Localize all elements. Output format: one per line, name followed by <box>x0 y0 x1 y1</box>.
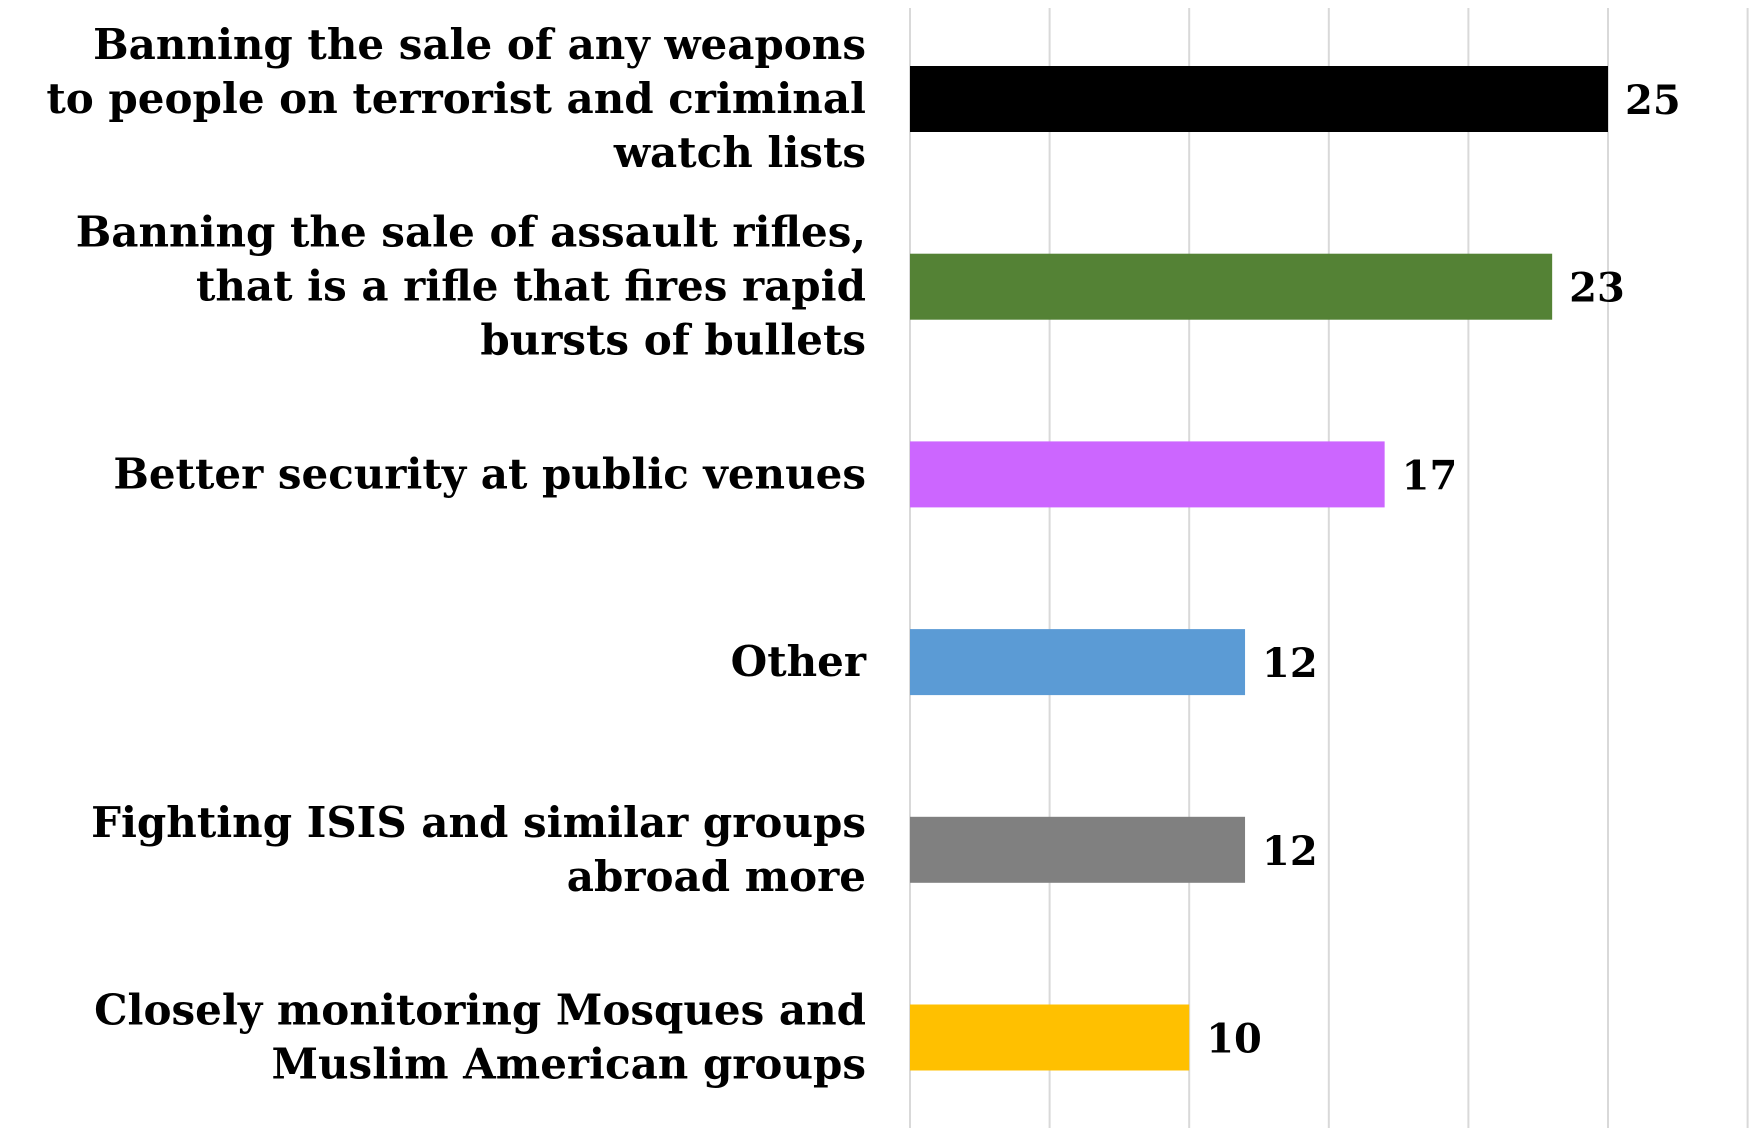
value-labels: 25 23 17 12 12 10 <box>1206 77 1680 1063</box>
bar-6 <box>910 1004 1190 1071</box>
category-label-line: Closely monitoring Mosques and <box>94 986 866 1035</box>
category-label-1: Banning the sale of any weapons to people… <box>46 20 866 177</box>
category-label-3: Better security at public venues <box>113 449 866 498</box>
category-label-line: Banning the sale of any weapons <box>93 20 866 69</box>
category-label-line: Banning the sale of assault rifles, <box>76 208 866 257</box>
value-label-3: 17 <box>1402 452 1458 499</box>
category-label-line: bursts of bullets <box>480 316 866 365</box>
category-label-line: that is a rifle that fires rapid <box>196 262 866 311</box>
category-label-line: Muslim American groups <box>272 1040 866 1089</box>
bar-4 <box>910 629 1246 696</box>
category-label-line: abroad more <box>567 852 866 901</box>
value-label-4: 12 <box>1262 640 1318 687</box>
bar-5 <box>910 816 1246 883</box>
gridlines <box>909 8 1749 1128</box>
value-label-5: 12 <box>1262 828 1318 875</box>
bars <box>910 66 1608 1071</box>
bar-1 <box>910 66 1608 132</box>
category-label-line: Fighting ISIS and similar groups <box>91 798 866 847</box>
category-label-line: Better security at public venues <box>113 449 866 498</box>
value-label-6: 10 <box>1206 1016 1262 1063</box>
category-label-2: Banning the sale of assault rifles, that … <box>76 208 866 365</box>
bar-2 <box>910 253 1553 320</box>
category-label-5: Fighting ISIS and similar groups abroad m… <box>91 798 866 901</box>
category-labels: Banning the sale of any weapons to people… <box>46 20 866 1089</box>
category-label-6: Closely monitoring Mosques and Muslim Ame… <box>94 986 866 1089</box>
category-label-line: watch lists <box>613 128 866 177</box>
value-label-1: 25 <box>1625 77 1681 124</box>
category-label-4: Other <box>731 637 867 686</box>
category-label-line: Other <box>731 637 867 686</box>
category-label-line: to people on terrorist and criminal <box>46 74 866 123</box>
bar-3 <box>910 441 1385 508</box>
value-label-2: 23 <box>1569 265 1625 312</box>
